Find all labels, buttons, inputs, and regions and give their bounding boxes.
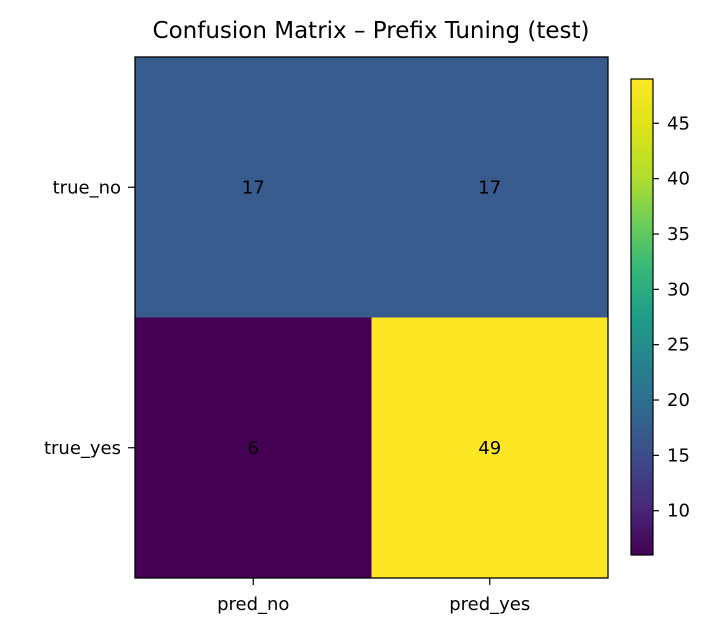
heatmap-cell	[371, 57, 609, 318]
colorbar-frame	[630, 78, 654, 556]
colorbar-tick-label: 45	[667, 113, 690, 134]
colorbar-tick-label: 40	[667, 169, 690, 190]
cell-value-label: 17	[242, 177, 265, 198]
colorbar-tick-label: 35	[667, 224, 690, 245]
x-tick-label: pred_no	[217, 594, 289, 615]
y-tick-label: true_yes	[44, 438, 121, 459]
colorbar: 10 15 20 25 30 35 40 45	[630, 78, 690, 556]
colorbar-tick-label: 10	[667, 501, 690, 522]
colorbar-gradient	[631, 79, 653, 555]
cell-value-label: 49	[478, 438, 501, 459]
colorbar-tick-label: 30	[667, 279, 690, 300]
heatmap-cell	[371, 317, 609, 579]
x-tick-label: pred_yes	[449, 594, 530, 615]
plot-area: 17 17 6 49 pred_no pred_yes true_no true_yes	[44, 56, 609, 615]
plot-frame	[134, 56, 609, 579]
cell-value-label: 6	[248, 438, 259, 459]
chart-title: Confusion Matrix – Prefix Tuning (test)	[152, 18, 590, 44]
y-tick-label: true_no	[53, 177, 121, 198]
colorbar-tick-label: 25	[667, 335, 690, 356]
cell-value-label: 17	[478, 177, 501, 198]
colorbar-tick-label: 20	[667, 390, 690, 411]
colorbar-tick-label: 15	[667, 445, 690, 466]
heatmap-cell	[135, 317, 372, 579]
heatmap-cell	[135, 57, 372, 318]
